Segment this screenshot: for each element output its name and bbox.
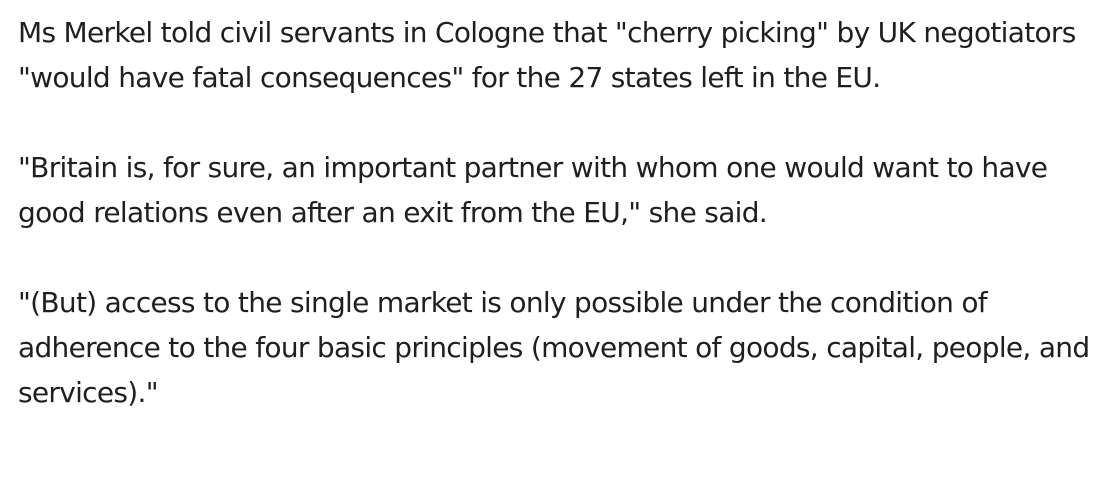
article-paragraph-3: "(But) access to the single market is on…	[18, 286, 1090, 409]
article-paragraph-2: "Britain is, for sure, an important part…	[18, 151, 1048, 229]
article-paragraph-1: Ms Merkel told civil servants in Cologne…	[18, 16, 1076, 94]
article-body: Ms Merkel told civil servants in Cologne…	[18, 10, 1098, 415]
